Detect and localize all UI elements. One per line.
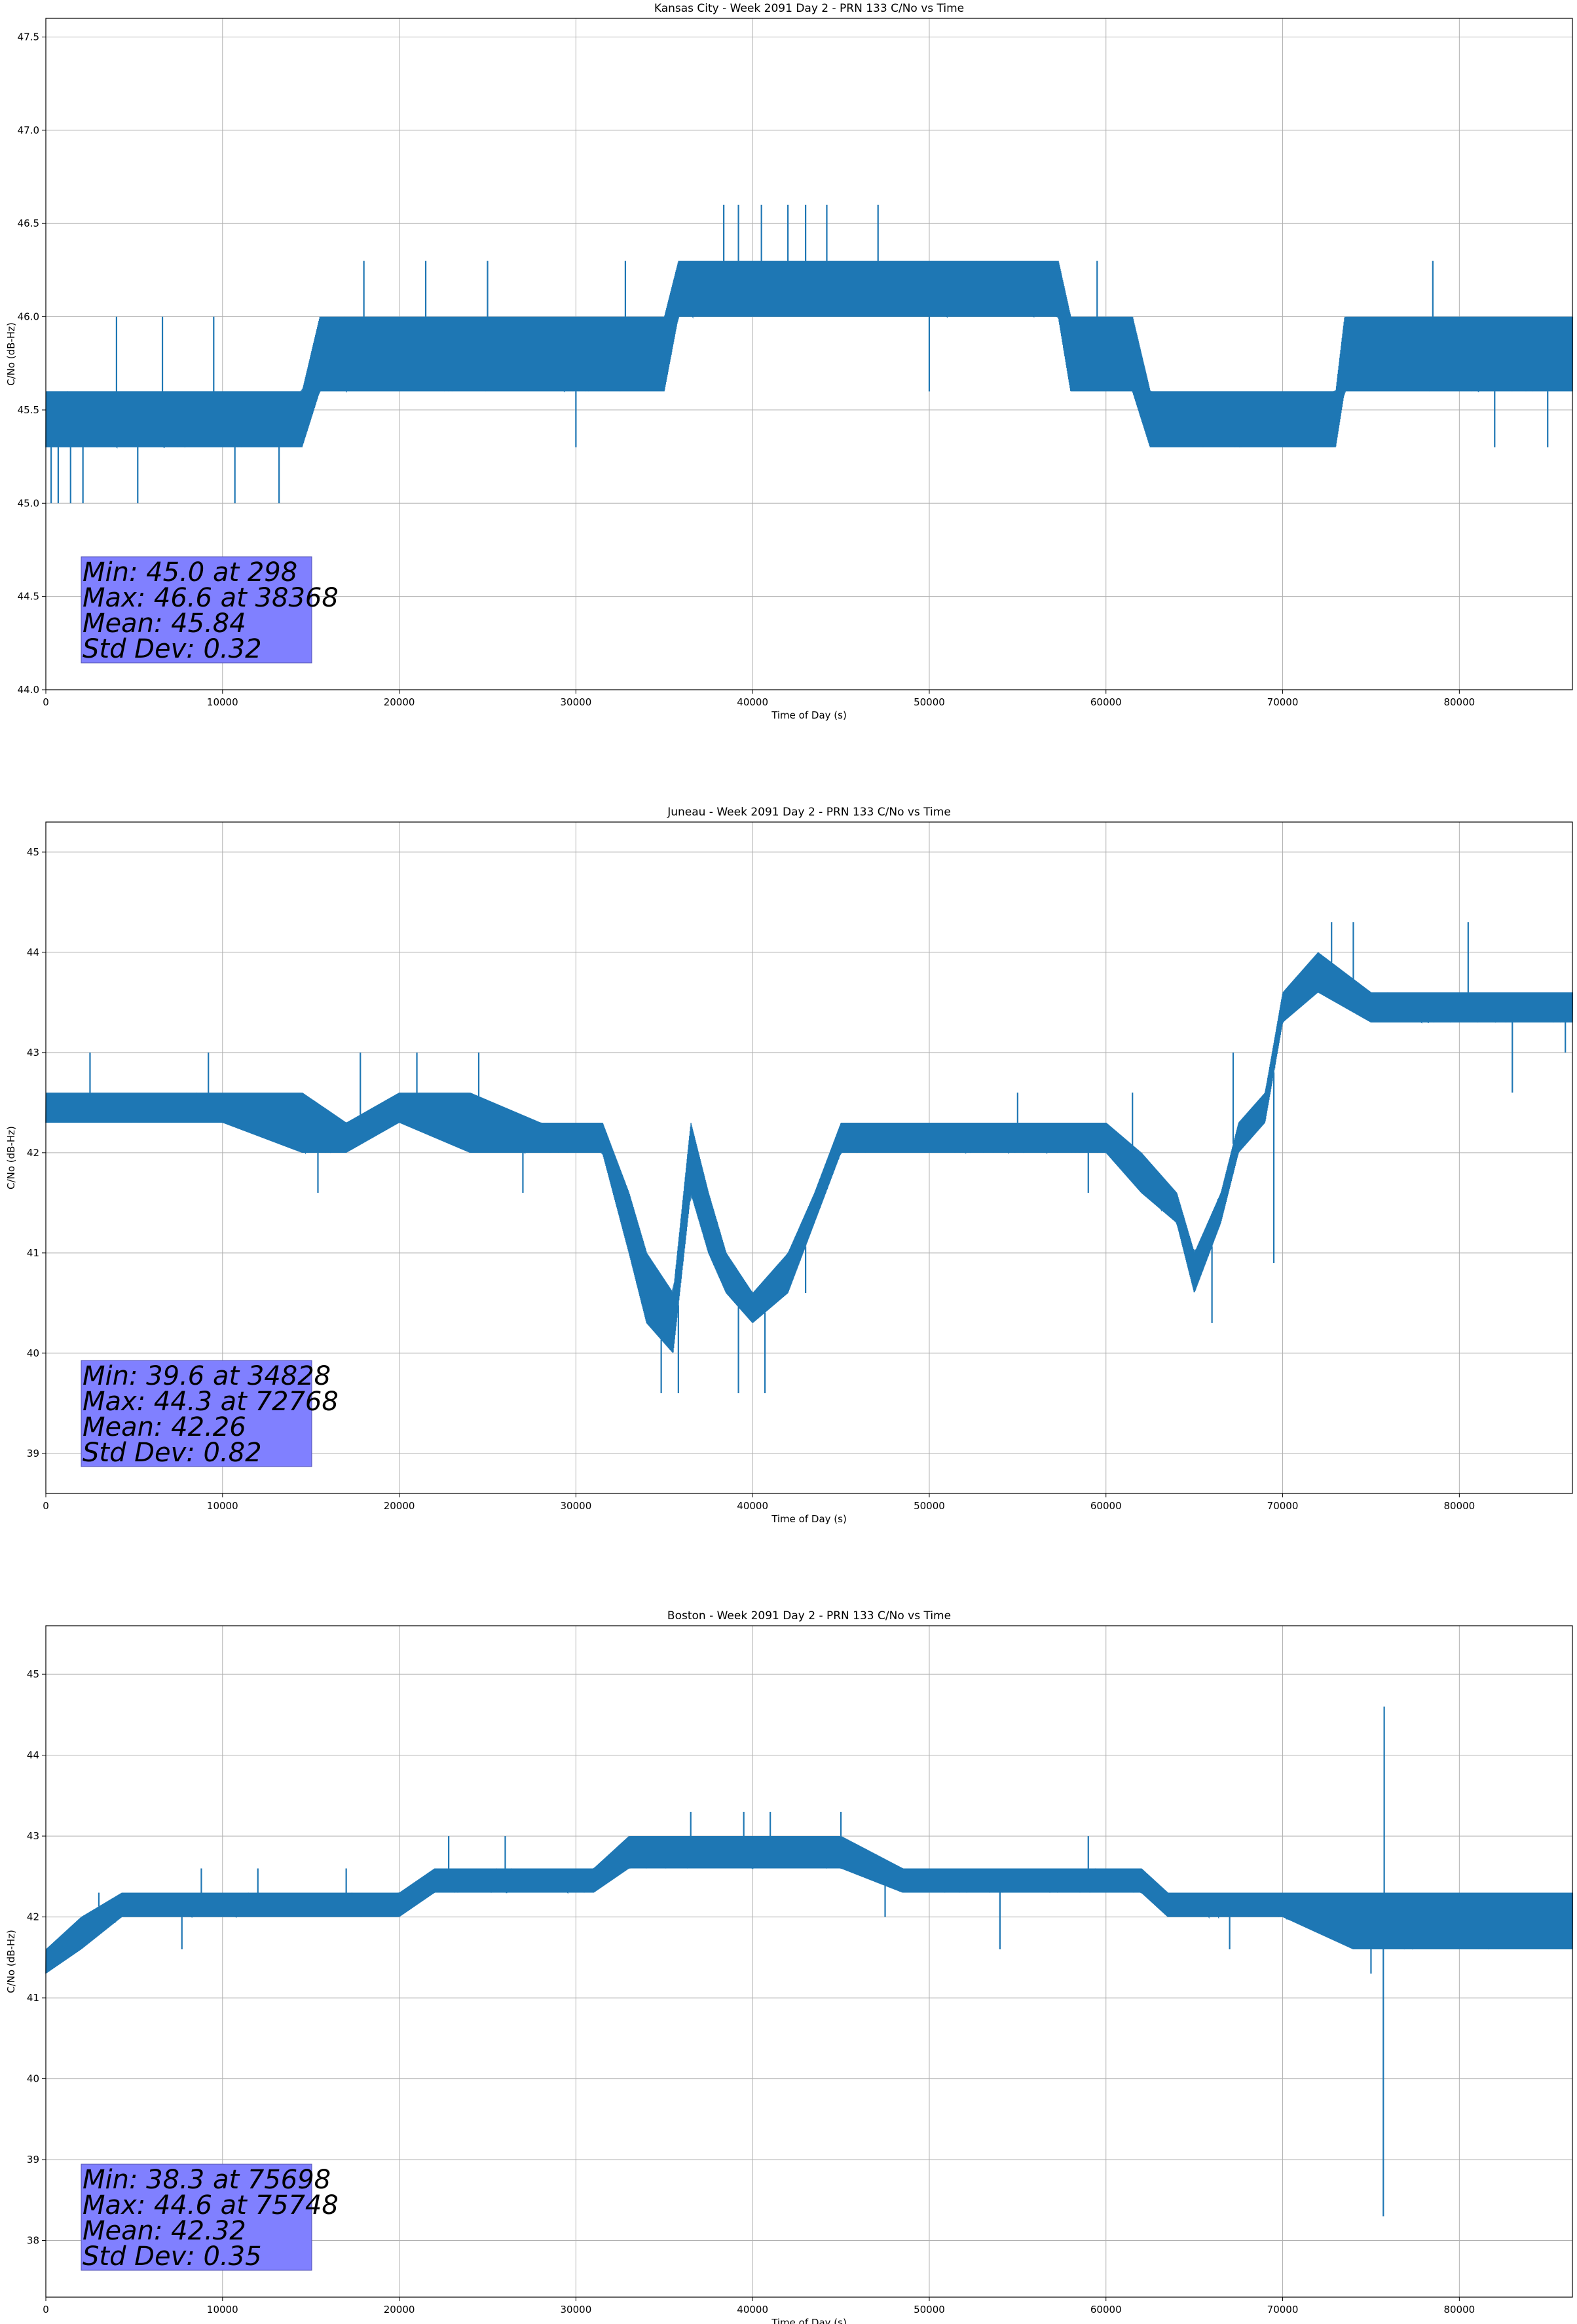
x-tick-label: 20000 <box>384 1500 415 1512</box>
stats-line: Max: 44.6 at 75748 <box>83 2190 339 2221</box>
y-tick-label: 40 <box>27 1347 39 1359</box>
y-tick-label: 38 <box>27 2235 39 2247</box>
x-tick-label: 10000 <box>207 696 238 708</box>
y-tick-label: 45.0 <box>18 497 39 509</box>
x-tick-label: 40000 <box>737 1500 768 1512</box>
x-tick-label: 0 <box>43 696 49 708</box>
y-tick-label: 43 <box>27 1047 39 1059</box>
stats-line: Mean: 45.84 <box>83 609 246 639</box>
y-axis-label: C/No (dB-Hz) <box>5 1930 17 1993</box>
chart-title: Boston - Week 2091 Day 2 - PRN 133 C/No … <box>667 1609 951 1622</box>
stats-box <box>81 2164 312 2271</box>
x-tick-label: 50000 <box>914 696 945 708</box>
y-tick-label: 43 <box>27 1830 39 1842</box>
y-axis-label: C/No (dB-Hz) <box>5 1126 17 1190</box>
x-tick-label: 0 <box>43 2304 49 2315</box>
chart-title: Juneau - Week 2091 Day 2 - PRN 133 C/No … <box>667 806 951 819</box>
y-tick-label: 41 <box>27 1247 39 1259</box>
x-tick-label: 70000 <box>1267 696 1299 708</box>
stats-line: Std Dev: 0.35 <box>83 2241 262 2272</box>
stats-box <box>81 556 312 664</box>
x-tick-label: 50000 <box>914 2304 945 2315</box>
x-tick-label: 80000 <box>1443 2304 1475 2315</box>
x-tick-label: 0 <box>43 1500 49 1512</box>
stats-line: Std Dev: 0.32 <box>83 634 262 664</box>
stats-line: Std Dev: 0.82 <box>83 1438 262 1468</box>
y-axis-label: C/No (dB-Hz) <box>5 322 17 386</box>
x-tick-label: 40000 <box>737 2304 768 2315</box>
x-tick-label: 20000 <box>384 2304 415 2315</box>
x-tick-label: 70000 <box>1267 2304 1299 2315</box>
x-tick-label: 60000 <box>1090 2304 1122 2315</box>
y-tick-label: 41 <box>27 1992 39 2004</box>
x-tick-label: 80000 <box>1443 1500 1475 1512</box>
y-tick-label: 44.0 <box>18 684 39 696</box>
y-tick-label: 47.5 <box>18 31 39 43</box>
x-tick-label: 40000 <box>737 696 768 708</box>
x-tick-label: 70000 <box>1267 1500 1299 1512</box>
x-tick-label: 20000 <box>384 696 415 708</box>
x-tick-label: 50000 <box>914 1500 945 1512</box>
y-tick-label: 45 <box>27 1668 39 1680</box>
x-tick-label: 30000 <box>561 696 592 708</box>
stats-line: Max: 44.3 at 72768 <box>83 1387 339 1417</box>
series-band <box>46 952 1572 1352</box>
stats-line: Min: 38.3 at 75698 <box>83 2165 331 2195</box>
x-tick-label: 30000 <box>561 1500 592 1512</box>
y-tick-label: 44 <box>27 946 39 958</box>
y-tick-label: 44 <box>27 1750 39 1761</box>
x-axis-label: Time of Day (s) <box>771 1513 847 1525</box>
x-tick-label: 60000 <box>1090 696 1122 708</box>
x-axis-label: Time of Day (s) <box>771 709 847 721</box>
chart-panel-3: 0 10000 20000 30000 40000 50000 60000 70000 8000… <box>5 1609 1574 2324</box>
y-tick-label: 44.5 <box>18 591 39 603</box>
y-tick-label: 45 <box>27 846 39 858</box>
chart-panel-1: 0 10000 20000 30000 40000 50000 60000 70000 8000… <box>5 2 1574 721</box>
y-tick-label: 47.0 <box>18 124 39 136</box>
x-tick-label: 30000 <box>561 2304 592 2315</box>
stats-line: Min: 39.6 at 34828 <box>83 1361 331 1391</box>
x-tick-label: 10000 <box>207 1500 238 1512</box>
x-tick-label: 10000 <box>207 2304 238 2315</box>
x-axis-label: Time of Day (s) <box>771 2317 847 2324</box>
y-tick-label: 40 <box>27 2073 39 2085</box>
stats-line: Mean: 42.32 <box>83 2216 246 2246</box>
y-tick-label: 39 <box>27 1448 39 1459</box>
series-band <box>46 1836 1572 1974</box>
y-tick-label: 45.5 <box>18 404 39 416</box>
y-tick-label: 46.0 <box>18 311 39 323</box>
plot-frame <box>45 18 1573 690</box>
y-tick-label: 42 <box>27 1147 39 1159</box>
y-tick-label: 39 <box>27 2154 39 2165</box>
y-tick-label: 42 <box>27 1911 39 1923</box>
series-band <box>46 261 1572 447</box>
chart-panel-2: 0 10000 20000 30000 40000 50000 60000 70000 8000… <box>5 806 1574 1525</box>
stats-line: Min: 45.0 at 298 <box>83 557 297 588</box>
x-tick-label: 80000 <box>1443 696 1475 708</box>
chart-title: Kansas City - Week 2091 Day 2 - PRN 133 … <box>654 2 964 15</box>
plot-frame <box>45 821 1573 1494</box>
stats-line: Mean: 42.26 <box>83 1412 246 1442</box>
x-tick-label: 60000 <box>1090 1500 1122 1512</box>
plot-frame <box>45 1625 1573 2298</box>
y-tick-label: 46.5 <box>18 217 39 229</box>
stats-box <box>81 1360 312 1467</box>
stats-line: Max: 46.6 at 38368 <box>83 583 339 613</box>
